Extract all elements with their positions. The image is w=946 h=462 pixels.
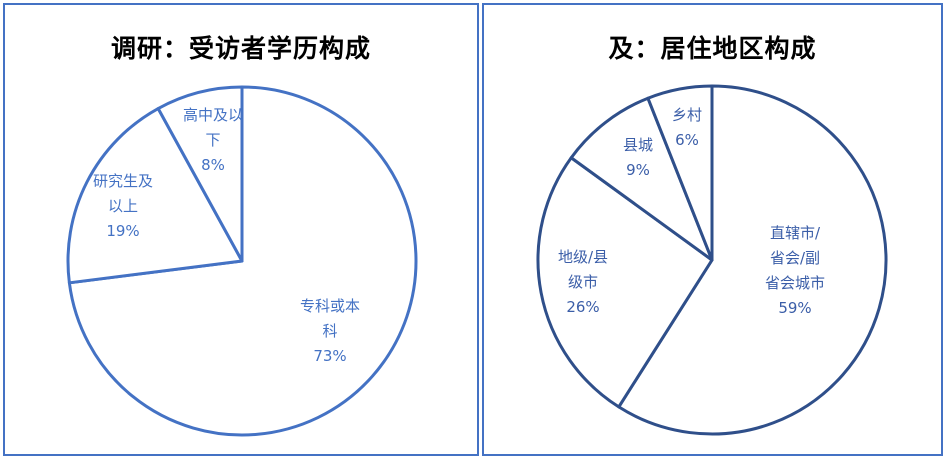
slice-percent-label: 9%	[626, 161, 650, 179]
pie-slice	[617, 84, 888, 436]
slice-percent-label: 73%	[313, 347, 346, 365]
slice-category-label: 研究生及	[93, 172, 153, 190]
slice-category-label: 级市	[568, 273, 598, 291]
right-chart-title: 及：居住地区构成	[608, 34, 817, 63]
pie-slice	[536, 156, 714, 409]
slice-category-label: 省会城市	[765, 274, 825, 292]
slice-category-label: 乡村	[672, 106, 702, 124]
slice-percent-label: 19%	[106, 222, 139, 240]
slice-category-label: 下	[205, 131, 220, 149]
slice-category-label: 县城	[623, 136, 653, 154]
slice-percent-label: 26%	[566, 298, 599, 316]
left-chart-title: 调研：受访者学历构成	[110, 34, 371, 63]
slice-percent-label: 59%	[778, 299, 811, 317]
pie-slice	[156, 85, 244, 263]
slice-percent-label: 6%	[675, 131, 699, 149]
slice-percent-label: 8%	[201, 156, 225, 174]
pie-slice	[646, 84, 714, 262]
slice-category-label: 科	[322, 322, 337, 340]
slice-category-label: 省会/副	[770, 249, 820, 267]
slice-category-label: 直辖市/	[770, 224, 821, 242]
pie-slice	[569, 96, 714, 262]
slice-category-label: 地级/县	[558, 248, 608, 266]
pie-slice	[66, 107, 244, 285]
slice-category-label: 以上	[108, 197, 138, 215]
slice-category-label: 高中及以	[183, 106, 243, 124]
slice-category-label: 专科或本	[300, 297, 360, 315]
